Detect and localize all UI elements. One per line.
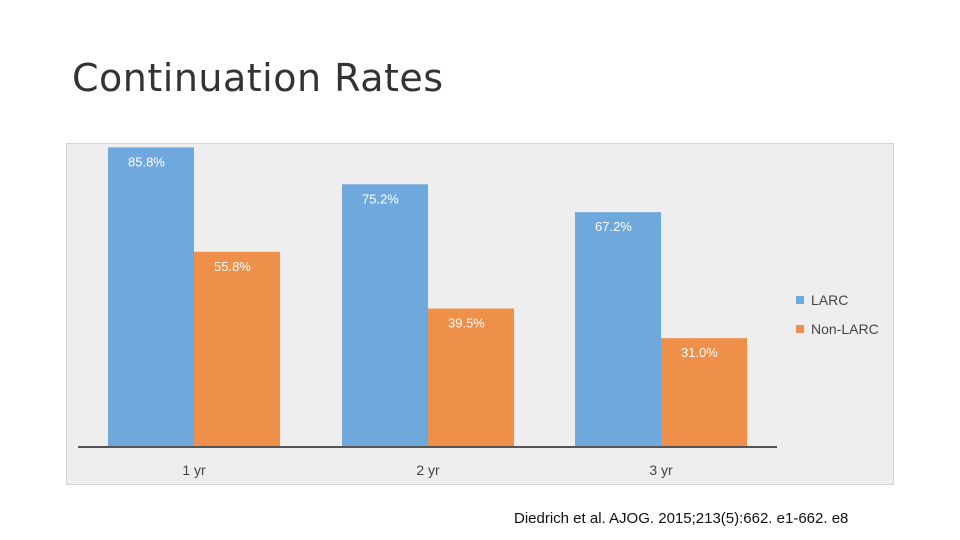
- x-tick-label-2: 2 yr: [416, 462, 440, 478]
- bar-larc-3: [575, 212, 661, 446]
- bar-non-larc-3: [661, 338, 747, 446]
- bar-non-larc-2: [428, 308, 514, 446]
- legend-label-larc: LARC: [811, 292, 848, 308]
- legend-swatch-larc: [796, 296, 804, 304]
- data-label-larc-3: 67.2%: [595, 219, 632, 234]
- slide-title: Continuation Rates: [72, 56, 444, 100]
- bar-larc-2: [342, 184, 428, 446]
- bar-chart: 85.8% 75.2% 67.2% 55.8% 39.5% 31.0% 1 yr 2 yr 3 …: [78, 147, 879, 478]
- data-label-larc-1: 85.8%: [128, 154, 165, 169]
- legend-swatch-non-larc: [796, 325, 804, 333]
- bar-larc-1: [108, 147, 194, 446]
- data-label-non-larc-2: 39.5%: [448, 316, 485, 331]
- data-label-larc-2: 75.2%: [362, 191, 399, 206]
- citation: Diedrich et al. AJOG. 2015;213(5):662. e…: [514, 510, 849, 527]
- data-label-non-larc-3: 31.0%: [681, 345, 718, 360]
- chart-panel: 85.8% 75.2% 67.2% 55.8% 39.5% 31.0% 1 yr 2 yr 3 …: [66, 143, 894, 485]
- legend-label-non-larc: Non-LARC: [811, 321, 879, 337]
- x-tick-label-3: 3 yr: [649, 462, 673, 478]
- x-tick-label-1: 1 yr: [182, 462, 206, 478]
- data-label-non-larc-1: 55.8%: [214, 259, 251, 274]
- bar-non-larc-1: [194, 251, 280, 446]
